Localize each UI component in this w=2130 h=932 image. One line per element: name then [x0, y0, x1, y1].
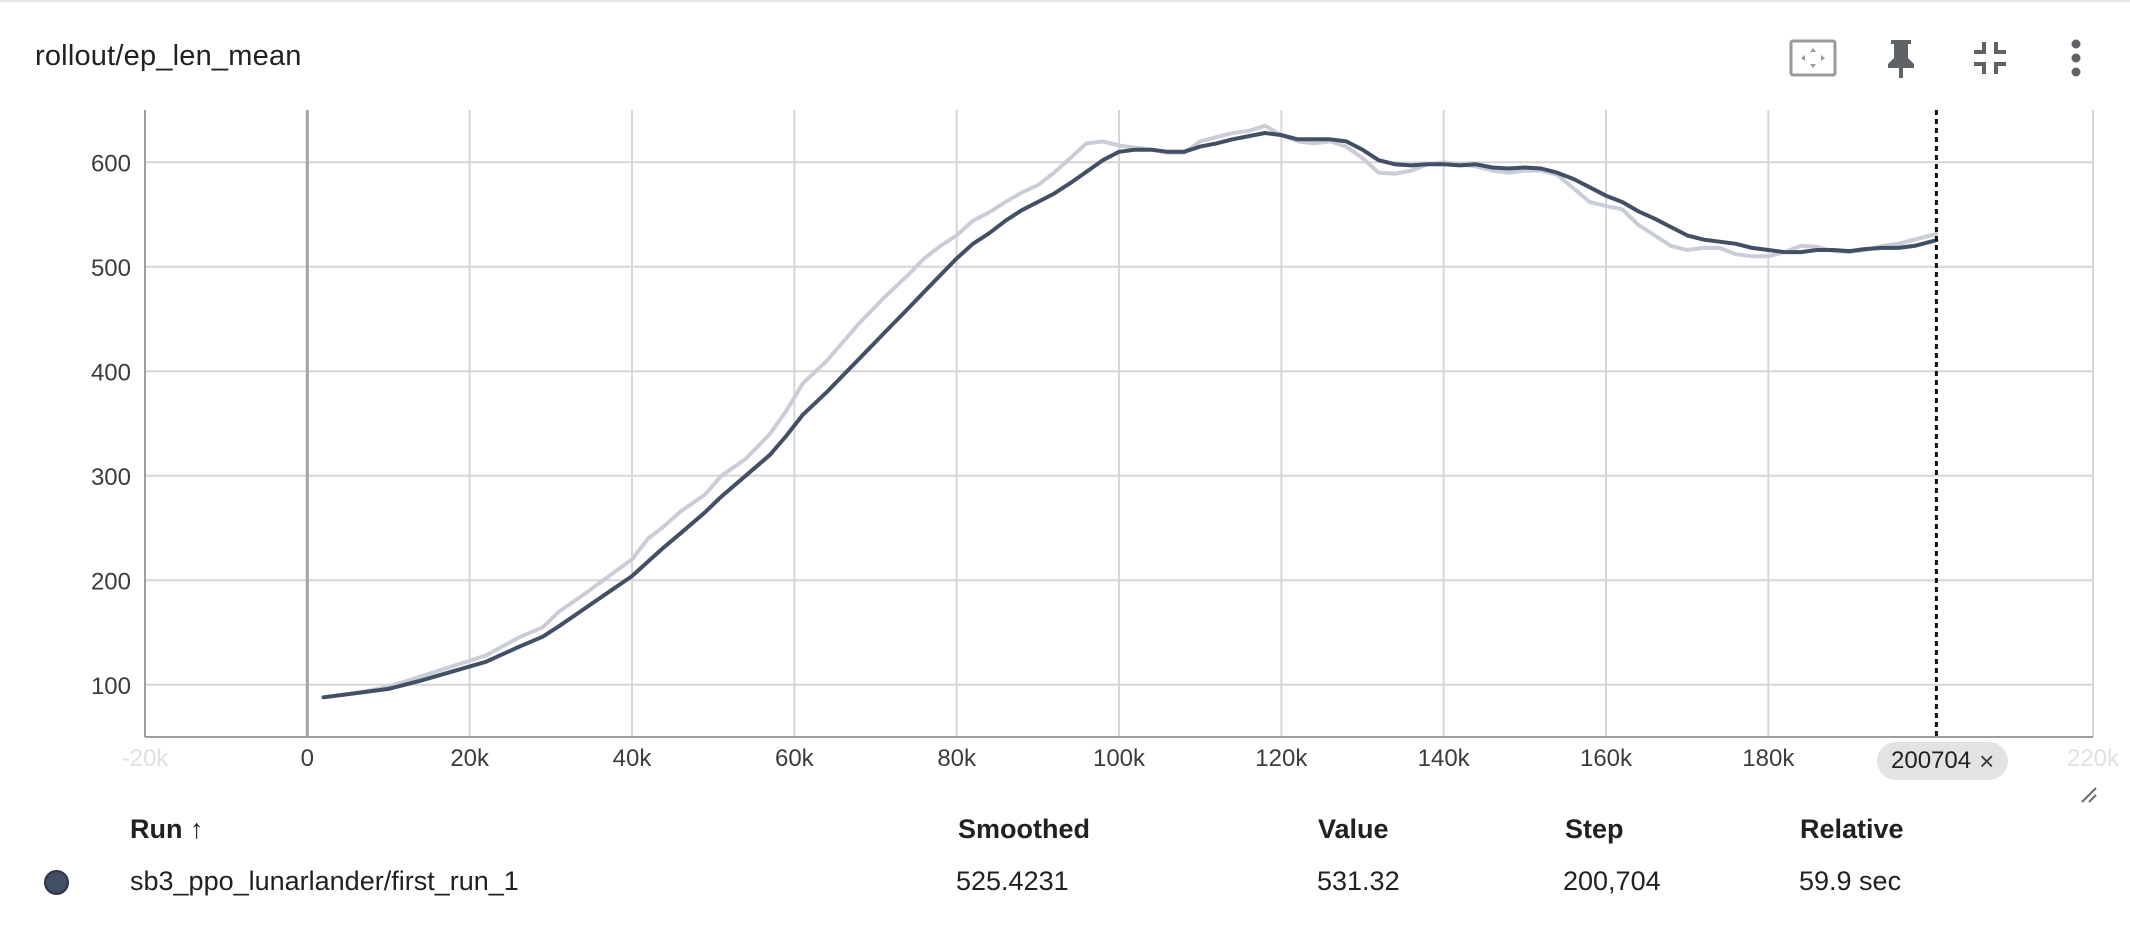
y-tick-label: 600: [91, 150, 131, 177]
run-name: sb3_ppo_lunarlander/first_run_1: [130, 866, 519, 896]
collapse-icon[interactable]: [1964, 32, 2016, 84]
x-tick-label: 60k: [775, 745, 815, 772]
y-tick-label: 200: [91, 568, 131, 595]
smoothed-series-line: [321, 131, 1939, 700]
card-title: rollout/ep_len_mean: [35, 40, 302, 72]
x-tick-label: -20k: [122, 745, 170, 772]
y-tick-label: 100: [91, 673, 131, 700]
x-tick-label: 40k: [613, 745, 653, 772]
smoothed-value: 525.4231: [956, 866, 1069, 896]
line-chart[interactable]: 100 200 300 400 500 600 -20k 0 20k 40k 60k 80k 100k 1…: [0, 2, 2130, 802]
resize-handle-icon[interactable]: [2078, 784, 2098, 804]
x-tick-label: 140k: [1418, 745, 1471, 772]
fit-domain-icon[interactable]: [1787, 32, 1839, 84]
hover-step-label: 200704: [1891, 747, 1972, 774]
y-tick-label: 500: [91, 255, 131, 282]
more-vert-icon[interactable]: [2050, 32, 2102, 84]
header-value: Value: [1318, 814, 1389, 844]
y-tick-label: 400: [91, 359, 131, 386]
header-step: Step: [1565, 814, 1624, 844]
x-tick-label: 80k: [937, 745, 977, 772]
step-value: 200,704: [1563, 866, 1661, 896]
x-tick-label: 160k: [1580, 745, 1633, 772]
x-tick-label: 120k: [1255, 745, 1308, 772]
header-run[interactable]: Run ↑: [130, 814, 204, 844]
y-tick-label: 300: [91, 464, 131, 491]
relative-time: 59.9 sec: [1799, 866, 1902, 896]
x-tick-label: 100k: [1093, 745, 1146, 772]
x-tick-label: 220k: [2067, 745, 2120, 772]
hover-step-chip[interactable]: 200704 ×: [1877, 742, 2009, 780]
raw-value: 531.32: [1317, 866, 1400, 896]
header-relative: Relative: [1800, 814, 1904, 844]
x-tick-label: 0: [301, 745, 314, 772]
close-icon[interactable]: ×: [1979, 746, 1995, 776]
pin-icon[interactable]: [1875, 32, 1927, 84]
raw-series-line: [321, 123, 1939, 700]
run-color-dot: [44, 870, 69, 895]
header-smoothed: Smoothed: [958, 814, 1090, 844]
x-tick-label: 180k: [1742, 745, 1795, 772]
x-tick-label: 20k: [450, 745, 490, 772]
